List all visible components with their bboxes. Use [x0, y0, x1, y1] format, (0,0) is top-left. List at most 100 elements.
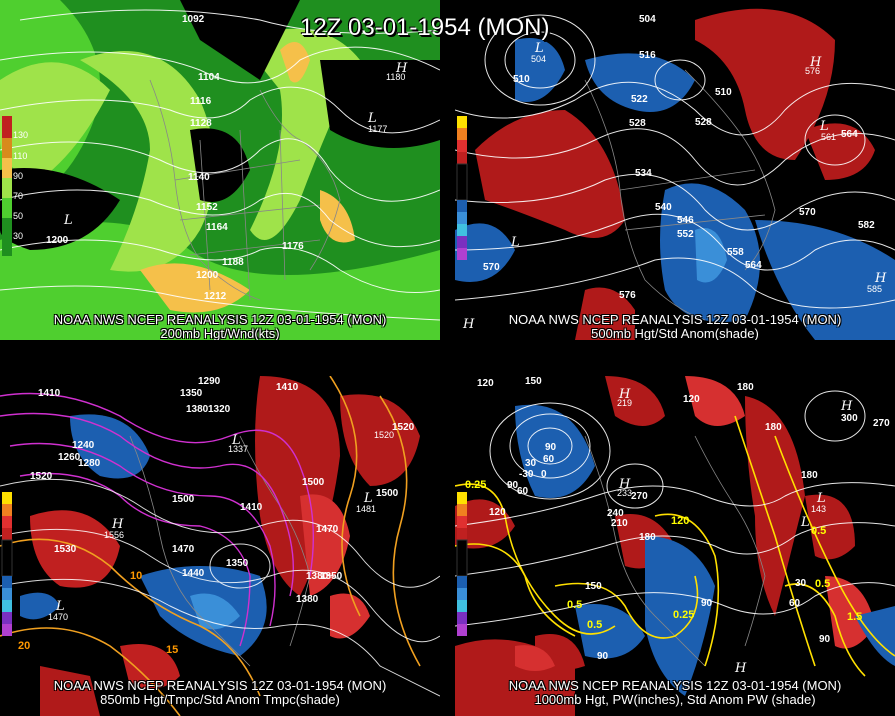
low-value: 504: [531, 54, 546, 64]
low-value: 143: [811, 504, 826, 514]
contour-label: 1500: [302, 477, 325, 488]
panel-subcaption: 1000mb Hgt, PW(inches), Std Anom PW (sha…: [534, 692, 816, 707]
pw-label: 0.25: [673, 609, 694, 621]
low-center: L: [231, 433, 241, 448]
contour-label: 1350: [320, 571, 343, 582]
contour-label: 1116: [190, 96, 212, 107]
contour-label: 180: [639, 532, 656, 543]
panel-500mb: 510 504 516 522 528 534 540 546 552 558 …: [455, 0, 895, 340]
low-value: 1481: [356, 504, 376, 514]
contour-label: 540: [655, 202, 672, 213]
low-center: L: [534, 41, 544, 56]
contour-label: 120: [489, 507, 506, 518]
low-center: L: [63, 213, 73, 228]
contour-label: 552: [677, 229, 694, 240]
contour-label: 1152: [196, 202, 218, 213]
contour-label: 90: [545, 442, 557, 453]
contour-label: 1290: [198, 376, 221, 387]
low-value: 1337: [228, 444, 248, 454]
contour-label: 1470: [316, 524, 339, 535]
contour-label: 1200: [46, 235, 69, 246]
contour-label: 180: [801, 470, 818, 481]
contour-label: 1176: [282, 241, 304, 252]
high-center: H: [840, 399, 853, 414]
legend-label: 70: [13, 191, 23, 201]
contour-label: 1188: [222, 257, 244, 268]
isotherm-label: 15: [166, 644, 178, 656]
low-center: L: [510, 235, 520, 250]
panel-subcaption: 850mb Hgt/Tmpc/Std Anom Tmpc(shade): [100, 692, 340, 707]
pw-label: 0.5: [587, 619, 602, 631]
contour-label: 558: [727, 247, 744, 258]
high-value: 233: [617, 488, 632, 498]
high-value: 576: [805, 66, 820, 76]
low-center: L: [367, 111, 377, 126]
contour-label: 582: [858, 220, 875, 231]
contour-label: 564: [745, 260, 762, 271]
high-center: H: [462, 317, 475, 332]
contour-label: 570: [799, 207, 816, 218]
contour-label: 120: [477, 378, 494, 389]
contour-label: 0: [541, 469, 547, 480]
low-center: L: [363, 491, 373, 506]
contour-label: 60: [517, 486, 529, 497]
high-value: 1520: [374, 430, 394, 440]
map-1000mb: 150 120 90 60 30 0 -30 0.25 120 60 90 24…: [455, 376, 895, 716]
panel-subcaption: 500mb Hgt/Std Anom(shade): [591, 326, 759, 340]
contour-label: 90: [701, 598, 713, 609]
contour-label: 510: [513, 74, 530, 85]
contour-label: 1350: [180, 388, 203, 399]
panel-subcaption: 200mb Hgt/Wnd(kts): [160, 326, 280, 340]
high-center: H: [395, 61, 408, 76]
legend-label: 50: [13, 211, 23, 221]
contour-label: 570: [483, 262, 500, 273]
panel-1000mb: 150 120 90 60 30 0 -30 0.25 120 60 90 24…: [455, 376, 895, 716]
low-center: L: [55, 599, 65, 614]
map-850mb: 1410 1290 1350 1380 1320 1410 1240 1260 …: [0, 376, 440, 716]
legend-label: 90: [13, 171, 23, 181]
pw-label: 0.25: [465, 479, 486, 491]
contour-label: 1280: [78, 458, 101, 469]
contour-label: 60: [789, 598, 801, 609]
contour-label: -30: [519, 469, 534, 480]
pw-label: 120: [671, 515, 689, 527]
anomaly-legend: [1, 492, 13, 636]
low-value: 1470: [48, 612, 68, 622]
low-center: L: [819, 119, 829, 134]
contour-label: 516: [639, 50, 656, 61]
high-center: H: [618, 387, 631, 402]
contour-label: 564: [841, 129, 858, 140]
contour-label: 1320: [208, 404, 231, 415]
low-value: 1177: [368, 124, 387, 134]
low-center: L: [800, 515, 810, 530]
contour-label: 504: [639, 14, 656, 25]
contour-label: 180: [737, 382, 754, 393]
low-center: L: [816, 491, 826, 506]
contour-label: 240: [607, 508, 624, 519]
contour-label: 180: [765, 422, 782, 433]
legend-label: 110: [13, 151, 27, 161]
contour-label: 1200: [196, 270, 219, 281]
contour-label: 1440: [182, 568, 205, 579]
contour-label: 1500: [376, 488, 399, 499]
contour-label: 150: [525, 376, 542, 387]
low-value: 561: [821, 132, 836, 142]
contour-label: 1092: [182, 14, 205, 25]
panel-200mb: 1092 1104 1116 1128 1140 1152 1164 1176 …: [0, 0, 440, 340]
contour-label: 1240: [72, 440, 95, 451]
contour-label: 1520: [30, 471, 53, 482]
contour-label: 546: [677, 215, 694, 226]
high-value: 1180: [386, 72, 405, 82]
pw-label: 0.5: [567, 599, 582, 611]
contour-label: 90: [819, 634, 831, 645]
pw-label: 1.5: [847, 611, 862, 623]
map-200mb: 1092 1104 1116 1128 1140 1152 1164 1176 …: [0, 0, 440, 340]
panel-850mb: 1410 1290 1350 1380 1320 1410 1240 1260 …: [0, 376, 440, 716]
high-center: H: [809, 55, 822, 70]
contour-label: 522: [631, 94, 648, 105]
contour-label: 60: [543, 454, 555, 465]
contour-label: 1104: [198, 72, 220, 83]
high-center: H: [618, 477, 631, 492]
contour-label: 1164: [206, 222, 228, 233]
contour-label: 1470: [172, 544, 195, 555]
